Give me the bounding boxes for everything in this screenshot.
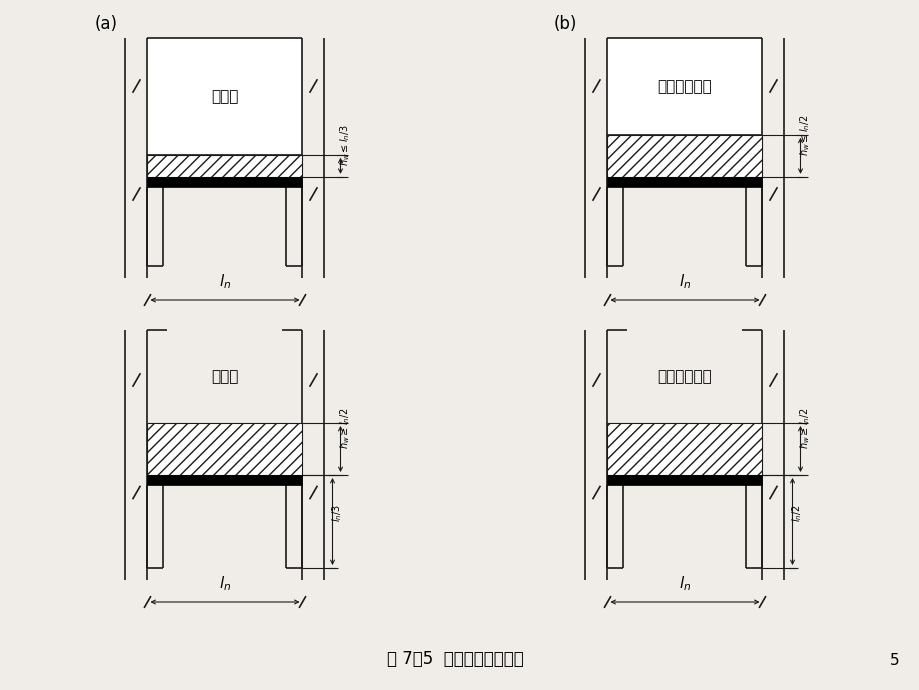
Text: $h_w\geq l_n/2$: $h_w\geq l_n/2$	[798, 408, 811, 449]
Bar	[147, 475, 302, 485]
Text: $l_n$: $l_n$	[678, 273, 690, 291]
Text: $l_n/3$: $l_n/3$	[330, 504, 344, 522]
Text: $l_n$: $l_n$	[219, 273, 231, 291]
Text: $l_n$: $l_n$	[678, 574, 690, 593]
Text: $h_w\leq l_n/2$: $h_w\leq l_n/2$	[798, 115, 811, 156]
Text: $l_n/2$: $l_n/2$	[789, 504, 803, 522]
Text: $h_w\leq l_n/3$: $h_w\leq l_n/3$	[338, 124, 352, 166]
Text: 砖砌体: 砖砌体	[211, 369, 238, 384]
Bar	[147, 38, 302, 155]
Text: 5: 5	[890, 653, 899, 668]
Text: 小型砌块砌体: 小型砌块砌体	[657, 79, 711, 94]
Text: 小型砌块砌体: 小型砌块砌体	[657, 369, 711, 384]
Text: $l_n$: $l_n$	[219, 574, 231, 593]
Bar	[607, 475, 762, 485]
Text: 砖砌体: 砖砌体	[211, 89, 238, 104]
Text: 图 7－5  过梁上的墙体荷载: 图 7－5 过梁上的墙体荷载	[386, 650, 523, 668]
Bar	[607, 423, 762, 475]
Bar	[607, 135, 762, 177]
Bar	[607, 177, 762, 187]
Bar	[147, 177, 302, 187]
Bar	[147, 155, 302, 177]
Text: (b): (b)	[553, 15, 577, 33]
Bar	[607, 38, 762, 135]
Bar	[147, 423, 302, 475]
Text: $h_w\geq l_n/2$: $h_w\geq l_n/2$	[338, 408, 352, 449]
Text: (a): (a)	[95, 15, 118, 33]
